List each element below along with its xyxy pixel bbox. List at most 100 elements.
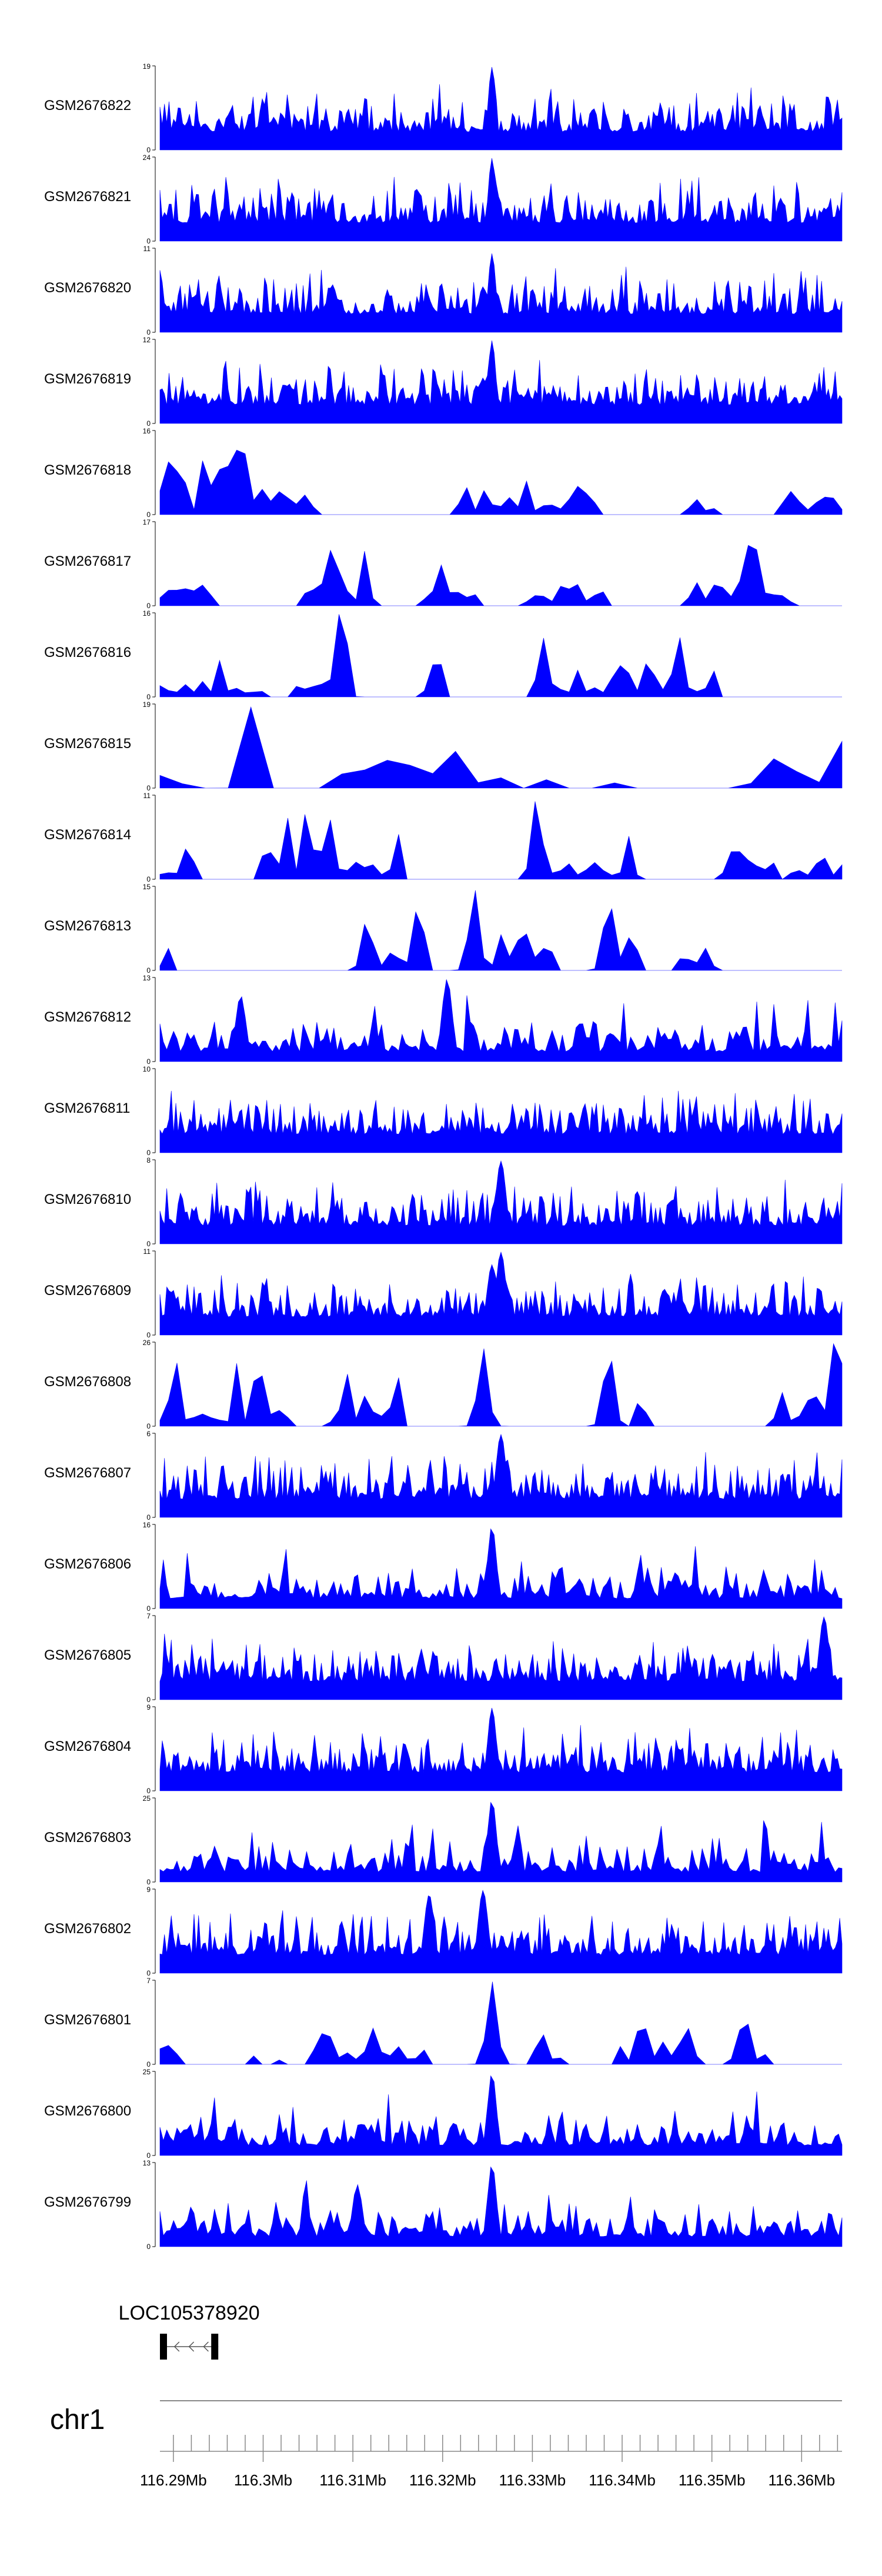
signal-area [159, 67, 843, 151]
y-tick-zero-label: 0 [146, 693, 151, 701]
signal-area [159, 158, 843, 242]
track-label: GSM2676799 [44, 2194, 131, 2210]
track-label: GSM2676802 [44, 1921, 131, 1937]
y-tick-zero-label: 0 [146, 1422, 151, 1430]
signal-area [159, 2166, 843, 2247]
track-label: GSM2676809 [44, 1283, 131, 1299]
signal-tracks: GSM2676822190GSM2676821240GSM2676820110G… [44, 62, 843, 2251]
strand-arrow [188, 2341, 195, 2352]
y-tick-zero-label: 0 [146, 602, 151, 610]
x-tick-label: 116.36Mb [768, 2471, 835, 2489]
y-tick-zero-label: 0 [146, 2243, 151, 2251]
gene-track: LOC105378920 [119, 2302, 260, 2360]
signal-area [159, 1343, 843, 1427]
track-GSM2676799: GSM2676799 13 0 [44, 2159, 843, 2251]
y-tick-zero-label: 0 [146, 2060, 151, 2068]
y-tick-zero-label: 0 [146, 328, 151, 336]
signal-area [159, 614, 842, 698]
x-tick-label: 116.34Mb [589, 2471, 656, 2489]
track-label: GSM2676805 [44, 1647, 131, 1663]
track-GSM2676806: GSM2676806 16 0 [44, 1521, 843, 1613]
track-label: GSM2676814 [44, 827, 131, 843]
track-GSM2676801: GSM2676801 7 0 [44, 1977, 842, 2068]
genome-axis: chr1 116.29Mb 116.3Mb 116.31Mb 116.32Mb 116.… [50, 2400, 842, 2489]
gene-exon [211, 2334, 219, 2360]
y-tick-max-label: 8 [146, 1156, 151, 1164]
track-GSM2676805: GSM2676805 7 0 [44, 1612, 843, 1704]
y-tick-zero-label: 0 [146, 510, 151, 519]
y-tick-max-label: 19 [143, 62, 151, 71]
signal-area [159, 1801, 843, 1883]
signal-area [159, 545, 842, 606]
track-GSM2676808: GSM2676808 26 0 [44, 1339, 843, 1430]
track-label: GSM2676815 [44, 736, 131, 752]
y-tick-zero-label: 0 [146, 966, 151, 975]
signal-area [159, 890, 842, 971]
signal-area [159, 706, 843, 789]
track-label: GSM2676819 [44, 371, 131, 387]
track-label: GSM2676804 [44, 1739, 131, 1754]
y-tick-max-label: 15 [143, 883, 151, 891]
track-label: GSM2676816 [44, 645, 131, 660]
signal-area [159, 979, 843, 1062]
track-GSM2676811: GSM2676811 10 0 [44, 1065, 843, 1157]
strand-arrow [203, 2341, 209, 2352]
track-label: GSM2676801 [44, 2012, 131, 2028]
y-tick-zero-label: 0 [146, 1331, 151, 1339]
x-tick-label: 116.32Mb [409, 2471, 476, 2489]
track-GSM2676821: GSM2676821 24 0 [44, 154, 843, 245]
y-tick-zero-label: 0 [146, 784, 151, 792]
y-tick-max-label: 17 [143, 518, 151, 526]
y-tick-zero-label: 0 [146, 237, 151, 245]
signal-area [159, 253, 843, 333]
signal-area [159, 2075, 843, 2156]
track-GSM2676810: GSM2676810 8 0 [44, 1156, 843, 1248]
signal-area [159, 1616, 843, 1700]
y-tick-max-label: 16 [143, 609, 151, 618]
y-tick-max-label: 7 [146, 1612, 151, 1620]
y-tick-zero-label: 0 [146, 1604, 151, 1613]
track-label: GSM2676810 [44, 1192, 131, 1207]
x-tick-label: 116.35Mb [679, 2471, 746, 2489]
track-GSM2676800: GSM2676800 25 0 [44, 2068, 843, 2160]
gene-label: LOC105378920 [119, 2302, 260, 2324]
signal-area [159, 1251, 843, 1336]
track-GSM2676822: GSM2676822 19 0 [44, 62, 843, 154]
y-tick-zero-label: 0 [146, 875, 151, 883]
y-tick-max-label: 24 [143, 154, 151, 162]
signal-area [159, 1981, 842, 2065]
signal-area [159, 449, 843, 515]
track-label: GSM2676806 [44, 1556, 131, 1572]
track-label: GSM2676822 [44, 98, 131, 114]
y-tick-max-label: 26 [143, 1339, 151, 1347]
track-GSM2676802: GSM2676802 9 0 [44, 1886, 843, 1977]
y-tick-zero-label: 0 [146, 419, 151, 428]
track-label: GSM2676820 [44, 280, 131, 296]
y-tick-zero-label: 0 [146, 146, 151, 154]
track-GSM2676819: GSM2676819 12 0 [44, 336, 843, 428]
y-tick-zero-label: 0 [146, 1969, 151, 1977]
track-GSM2676813: GSM2676813 15 0 [44, 883, 842, 975]
track-GSM2676809: GSM2676809 11 0 [44, 1247, 843, 1339]
track-GSM2676804: GSM2676804 9 0 [44, 1703, 843, 1795]
y-tick-max-label: 11 [143, 245, 151, 253]
track-label: GSM2676818 [44, 462, 131, 478]
y-tick-zero-label: 0 [146, 1787, 151, 1795]
y-tick-max-label: 16 [143, 427, 151, 435]
y-tick-max-label: 7 [146, 1977, 151, 1985]
signal-area [159, 801, 843, 880]
y-tick-max-label: 25 [143, 2068, 151, 2076]
track-label: GSM2676817 [44, 553, 131, 569]
y-tick-zero-label: 0 [146, 1696, 151, 1704]
chromosome-label: chr1 [50, 2404, 105, 2435]
y-tick-zero-label: 0 [146, 1240, 151, 1248]
y-tick-max-label: 13 [143, 974, 151, 982]
signal-area [159, 341, 843, 424]
x-tick-label: 116.3Mb [234, 2471, 292, 2489]
track-GSM2676807: GSM2676807 6 0 [44, 1430, 843, 1521]
y-tick-max-label: 16 [143, 1521, 151, 1529]
y-tick-max-label: 9 [146, 1886, 151, 1894]
y-tick-max-label: 13 [143, 2159, 151, 2167]
track-label: GSM2676803 [44, 1830, 131, 1846]
